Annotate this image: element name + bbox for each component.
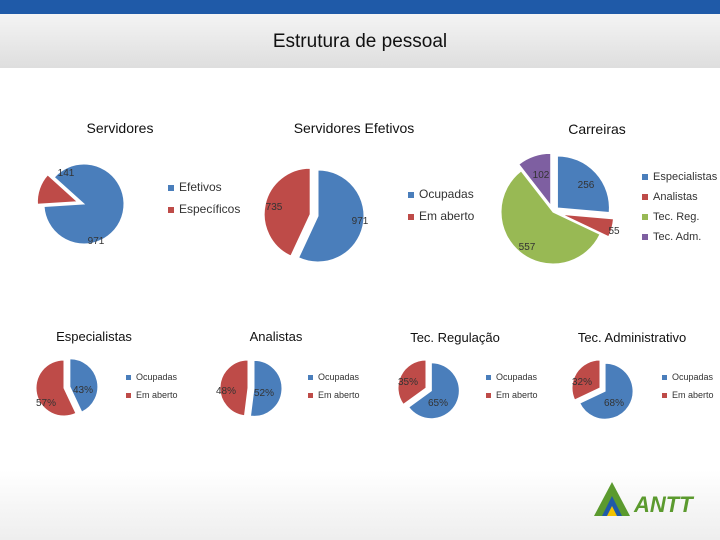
chart-1-legend-label-1: Em aberto bbox=[419, 209, 475, 223]
logo-triangle-yellow bbox=[607, 506, 617, 516]
chart-1-data-label-0: 971 bbox=[352, 216, 369, 227]
pie-4-slice-1 bbox=[219, 359, 249, 417]
page-title: Estrutura de pessoal bbox=[272, 31, 448, 52]
chart-0-data-label-1: 141 bbox=[58, 168, 75, 179]
pie-6-slice-0 bbox=[579, 362, 634, 420]
chart-3-legend-label-1: Em aberto bbox=[136, 390, 178, 400]
chart-2-legend-swatch-3 bbox=[642, 234, 648, 240]
chart-2-legend-label-3: Tec. Adm. bbox=[653, 231, 701, 243]
chart-6-legend-label-1: Em aberto bbox=[672, 390, 714, 400]
chart-2-legend-label-0: Especialistas bbox=[653, 171, 718, 183]
chart-5-title: Tec. Regulação bbox=[410, 330, 500, 345]
chart-2-data-label-3: 102 bbox=[533, 170, 550, 181]
chart-4-title: Analistas bbox=[250, 329, 303, 344]
chart-3-data-label-1: 57% bbox=[36, 398, 56, 409]
pie-6-slice-1 bbox=[571, 359, 601, 401]
chart-6-legend-label-0: Ocupadas bbox=[672, 372, 714, 382]
chart-6-title: Tec. Administrativo bbox=[578, 330, 686, 345]
chart-0-legend-swatch-0 bbox=[168, 185, 174, 191]
chart-6-data-label-1: 32% bbox=[572, 377, 592, 388]
pie-3-slice-0 bbox=[69, 358, 99, 413]
chart-4-legend-swatch-0 bbox=[308, 375, 313, 380]
chart-5-data-label-1: 35% bbox=[398, 377, 418, 388]
pie-1-slice-1 bbox=[263, 167, 311, 257]
pie-4-slice-0 bbox=[249, 359, 283, 417]
chart-2-legend-swatch-0 bbox=[642, 174, 648, 180]
pie-2-slice-1 bbox=[561, 213, 615, 238]
chart-4-data-label-1: 48% bbox=[216, 386, 236, 397]
chart-1-legend-swatch-0 bbox=[408, 192, 414, 198]
chart-3-legend-swatch-1 bbox=[126, 393, 131, 398]
pie-3-slice-1 bbox=[35, 359, 77, 417]
logo-text: ANTT bbox=[633, 492, 694, 517]
chart-2-data-label-0: 256 bbox=[578, 180, 595, 191]
chart-0-legend-label-1: Específicos bbox=[179, 202, 240, 216]
chart-4-legend-swatch-1 bbox=[308, 393, 313, 398]
chart-2-data-label-2: 557 bbox=[519, 242, 536, 253]
pie-1-slice-0 bbox=[297, 169, 365, 263]
chart-4-data-label-0: 52% bbox=[254, 388, 274, 399]
chart-3-legend-label-0: Ocupadas bbox=[136, 372, 178, 382]
chart-1-legend-swatch-1 bbox=[408, 214, 414, 220]
chart-5-legend-label-1: Em aberto bbox=[496, 390, 538, 400]
chart-6-data-label-0: 68% bbox=[604, 398, 624, 409]
chart-0-legend-label-0: Efetivos bbox=[179, 180, 222, 194]
chart-0-legend-swatch-1 bbox=[168, 207, 174, 213]
pie-2-slice-0 bbox=[556, 155, 610, 214]
chart-2-legend-swatch-1 bbox=[642, 194, 648, 200]
chart-5-legend-label-0: Ocupadas bbox=[496, 372, 538, 382]
chart-6-legend-swatch-0 bbox=[662, 375, 667, 380]
pie-5-slice-0 bbox=[407, 362, 460, 420]
chart-3-data-label-0: 43% bbox=[73, 385, 93, 396]
chart-0-title: Servidores bbox=[87, 120, 154, 136]
chart-6-legend-swatch-1 bbox=[662, 393, 667, 398]
chart-1-title: Servidores Efetivos bbox=[294, 120, 415, 136]
antt-logo: ANTT bbox=[594, 482, 694, 517]
chart-4-legend-label-0: Ocupadas bbox=[318, 372, 360, 382]
pie-2-slice-2 bbox=[500, 170, 601, 265]
chart-2-legend-label-2: Tec. Reg. bbox=[653, 211, 699, 223]
chart-2-legend-label-1: Analistas bbox=[653, 191, 698, 203]
chart-3-title: Especialistas bbox=[56, 329, 132, 344]
top-accent-bar bbox=[0, 0, 720, 14]
chart-2-data-label-1: 55 bbox=[608, 226, 620, 237]
chart-2-title: Carreiras bbox=[568, 121, 626, 137]
chart-3-legend-swatch-0 bbox=[126, 375, 131, 380]
pie-2-slice-3 bbox=[518, 152, 552, 207]
title-bar bbox=[0, 14, 720, 68]
chart-4-legend-label-1: Em aberto bbox=[318, 390, 360, 400]
chart-0-data-label-0: 971 bbox=[88, 236, 105, 247]
chart-5-data-label-0: 65% bbox=[428, 398, 448, 409]
pie-0-slice-1 bbox=[36, 174, 79, 205]
chart-1-legend-label-0: Ocupadas bbox=[419, 187, 474, 201]
chart-5-legend-swatch-1 bbox=[486, 393, 491, 398]
chart-5-legend-swatch-0 bbox=[486, 375, 491, 380]
pie-5-slice-1 bbox=[397, 359, 427, 406]
chart-1-data-label-1: 735 bbox=[266, 202, 283, 213]
pie-0-slice-0 bbox=[43, 163, 125, 245]
chart-2-legend-swatch-2 bbox=[642, 214, 648, 220]
